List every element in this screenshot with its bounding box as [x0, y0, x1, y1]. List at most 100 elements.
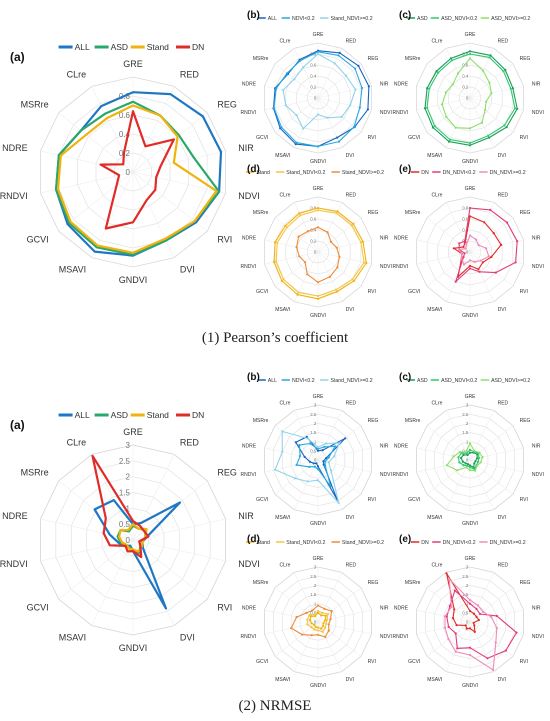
radial-tick-label: 0.6 — [310, 217, 317, 222]
axis-label-msavi: MSAVI — [275, 515, 290, 521]
data-point — [445, 572, 448, 575]
grid-spoke — [317, 97, 343, 148]
radar-chart-nrmse-b: 0 0.5 1 1.5 2 2.5 3 GRE RED REG NIR NDVI RVI DVI GNDVI… — [241, 372, 392, 527]
data-point — [280, 279, 283, 282]
axis-label-msrre: MSRre — [253, 418, 269, 424]
data-point — [516, 240, 519, 243]
grid-spoke — [132, 150, 226, 173]
data-point — [460, 252, 464, 255]
series-line-stand-ndvi-0-2 — [274, 430, 341, 504]
grid-spoke — [317, 97, 372, 111]
axis-label-red: RED — [346, 400, 357, 406]
axis-label-msrre: MSRre — [405, 56, 421, 62]
data-point — [495, 614, 498, 618]
data-point — [460, 257, 463, 260]
radial-tick-label: 2.5 — [310, 412, 317, 417]
data-point — [329, 485, 332, 488]
data-point — [302, 66, 305, 69]
grid-spoke — [317, 621, 343, 672]
data-point — [312, 462, 315, 465]
data-point — [514, 261, 517, 264]
data-point — [435, 70, 438, 73]
data-point — [457, 72, 460, 75]
radial-tick-label: 2 — [314, 421, 317, 426]
axis-label-msrre: MSRre — [405, 580, 421, 586]
axis-label-nir: NIR — [238, 511, 254, 521]
data-point — [316, 604, 320, 607]
data-point — [328, 275, 331, 278]
data-point — [465, 243, 468, 246]
data-point — [468, 142, 472, 145]
data-point — [468, 466, 472, 469]
radial-tick-label: 1 — [466, 439, 469, 444]
axis-label-reg: REG — [217, 100, 237, 110]
axis-label-dvi: DVI — [498, 307, 506, 313]
caption-pearson: (1) Pearson’s coefficient — [201, 330, 349, 346]
grid-spoke — [317, 410, 343, 461]
axis-label-rndvi: RNDVI — [241, 634, 257, 640]
data-point — [468, 267, 472, 270]
axis-label-gndvi: GNDVI — [462, 521, 478, 527]
data-point — [490, 616, 493, 619]
legend-label: Stand_NDVI>=0.2 — [331, 378, 373, 384]
data-point — [299, 214, 302, 217]
data-point — [481, 456, 484, 459]
data-point — [502, 70, 505, 73]
axis-label-rvi: RVI — [520, 135, 528, 141]
legend-label: DN — [192, 410, 204, 420]
data-point — [316, 468, 320, 471]
data-point — [327, 629, 330, 632]
data-point — [360, 86, 364, 90]
data-point — [285, 226, 289, 229]
data-point — [361, 240, 365, 243]
data-point — [475, 607, 478, 610]
radial-tick-label: 1.5 — [310, 430, 317, 435]
data-point — [316, 629, 320, 632]
data-point — [472, 466, 475, 469]
data-point — [468, 627, 472, 630]
data-point — [455, 624, 458, 627]
data-point — [476, 460, 480, 463]
data-point — [478, 612, 482, 616]
axis-label-msrre: MSRre — [21, 100, 49, 110]
axis-label-gndvi: GNDVI — [462, 159, 478, 165]
data-point — [323, 445, 326, 448]
data-point — [303, 455, 306, 458]
axis-label-rvi: RVI — [368, 289, 376, 295]
legend-label: DN — [192, 42, 204, 52]
data-point — [294, 477, 297, 480]
grid-spoke — [317, 459, 372, 473]
data-point — [492, 232, 495, 235]
panel-label: (d) — [247, 164, 260, 175]
legend-label: Stand_NDVI<0.2 — [286, 170, 325, 176]
data-point — [487, 255, 490, 258]
data-point — [316, 297, 320, 300]
axis-label-dvi: DVI — [346, 677, 354, 683]
radial-tick-label: 0.8 — [462, 52, 469, 57]
data-point — [488, 136, 491, 139]
data-point — [462, 453, 465, 456]
axis-label-ndvi: NDVI — [380, 110, 392, 116]
radar-chart-pearson-d: 0 0.2 0.4 0.6 0.8 GRE RED REG NIR NDVI RVI DVI GNDVI… — [241, 164, 392, 319]
axis-label-rndvi: RNDVI — [241, 472, 257, 478]
data-point — [324, 622, 328, 625]
axis-label-ndre: NDRE — [394, 606, 409, 612]
radial-tick-label: 0 — [314, 458, 317, 463]
data-point — [320, 614, 323, 617]
axis-label-gre: GRE — [465, 394, 477, 400]
data-point — [458, 248, 461, 251]
data-point — [476, 457, 479, 460]
axis-label-ndvi: NDVI — [532, 110, 544, 116]
data-point — [489, 208, 492, 211]
axis-label-dvi: DVI — [346, 307, 354, 313]
data-point — [306, 618, 309, 621]
grid-spoke — [416, 85, 471, 99]
axis-label-gre: GRE — [313, 394, 325, 400]
data-point — [295, 616, 298, 619]
axis-label-gre: GRE — [465, 32, 477, 38]
grid-spoke — [469, 251, 514, 287]
data-point — [468, 144, 472, 147]
data-point — [443, 615, 447, 618]
axis-label-dvi: DVI — [498, 515, 506, 521]
data-point — [316, 626, 320, 629]
